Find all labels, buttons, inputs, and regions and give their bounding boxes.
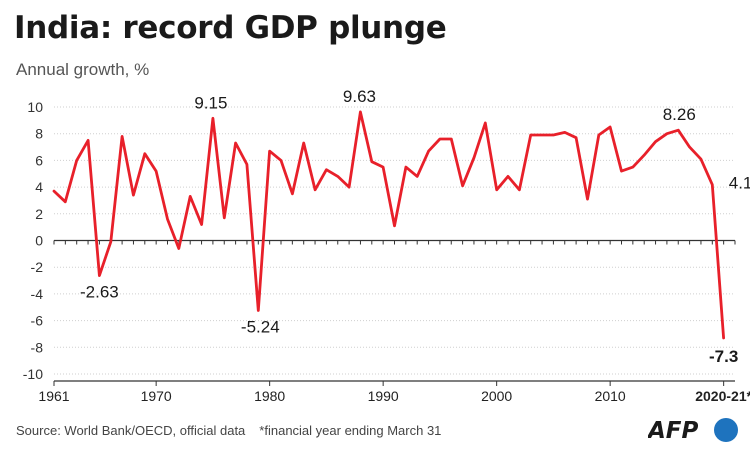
x-tick-label: 1961 [38, 388, 69, 404]
x-tick-label: 1990 [368, 388, 399, 404]
y-tick-label: -10 [23, 366, 43, 382]
data-annotation: 9.63 [343, 87, 376, 106]
x-tick-label: 2020-21* [695, 388, 750, 404]
x-tick-label: 1980 [254, 388, 285, 404]
afp-logo-dot [714, 418, 738, 442]
data-annotation: -5.24 [241, 317, 280, 336]
footnote-text: *financial year ending March 31 [259, 423, 442, 438]
x-tick-label: 1970 [141, 388, 172, 404]
afp-logo: AFP [648, 418, 738, 444]
y-tick-label: 4 [35, 179, 43, 195]
x-tick-label: 2000 [481, 388, 512, 404]
data-annotation: 4.18 [729, 174, 750, 193]
y-tick-label: -2 [31, 259, 44, 275]
data-annotation: -7.3 [709, 347, 738, 366]
y-tick-label: 0 [35, 233, 43, 249]
y-tick-label: 10 [27, 99, 43, 115]
chart-title: India: record GDP plunge [14, 10, 447, 46]
source-note: Source: World Bank/OECD, official data *f… [16, 423, 441, 438]
chart-subtitle: Annual growth, % [16, 60, 150, 79]
data-annotation: 9.15 [194, 93, 227, 112]
data-annotation: 8.26 [663, 105, 696, 124]
y-tick-label: 8 [35, 126, 43, 142]
y-tick-label: 6 [35, 152, 43, 168]
y-tick-label: 2 [35, 206, 43, 222]
y-tick-label: -6 [31, 313, 44, 329]
line-chart: -10 -8 -6 -4 -2 0 2 4 6 8 10 1961 1970 1980 1990 2000 20… [23, 87, 750, 404]
x-tick-label: 2010 [595, 388, 626, 404]
source-text: Source: World Bank/OECD, official data [16, 423, 246, 438]
afp-logo-text: AFP [648, 418, 699, 444]
y-tick-label: -8 [31, 339, 44, 355]
data-annotation: -2.63 [80, 283, 119, 302]
y-tick-label: -4 [31, 286, 44, 302]
gdp-growth-line [52, 110, 725, 340]
